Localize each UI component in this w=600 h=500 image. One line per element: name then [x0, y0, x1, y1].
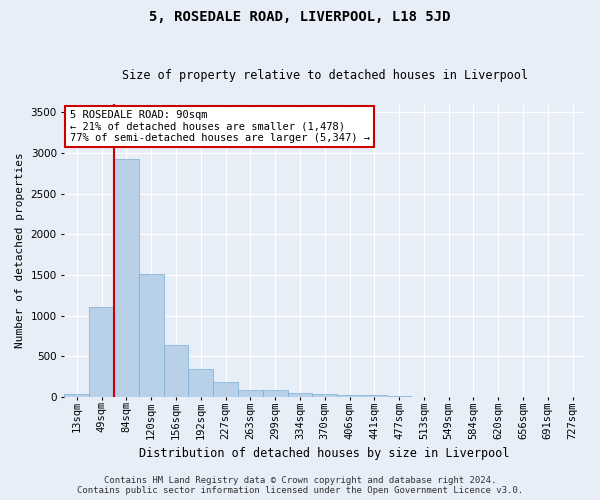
Bar	[362, 396, 386, 397]
Bar	[139, 274, 164, 397]
Bar	[386, 396, 412, 397]
Bar	[89, 308, 114, 397]
X-axis label: Distribution of detached houses by size in Liverpool: Distribution of detached houses by size …	[139, 447, 510, 460]
Bar	[64, 394, 89, 397]
Text: 5 ROSEDALE ROAD: 90sqm
← 21% of detached houses are smaller (1,478)
77% of semi-: 5 ROSEDALE ROAD: 90sqm ← 21% of detached…	[70, 110, 370, 143]
Bar	[114, 160, 139, 397]
Bar	[313, 394, 337, 397]
Bar	[238, 390, 263, 397]
Bar	[213, 382, 238, 397]
Y-axis label: Number of detached properties: Number of detached properties	[15, 152, 25, 348]
Bar	[287, 392, 313, 397]
Bar	[337, 394, 362, 397]
Title: Size of property relative to detached houses in Liverpool: Size of property relative to detached ho…	[122, 69, 528, 82]
Bar	[263, 390, 287, 397]
Bar	[164, 345, 188, 397]
Text: Contains HM Land Registry data © Crown copyright and database right 2024.
Contai: Contains HM Land Registry data © Crown c…	[77, 476, 523, 495]
Text: 5, ROSEDALE ROAD, LIVERPOOL, L18 5JD: 5, ROSEDALE ROAD, LIVERPOOL, L18 5JD	[149, 10, 451, 24]
Bar	[188, 369, 213, 397]
